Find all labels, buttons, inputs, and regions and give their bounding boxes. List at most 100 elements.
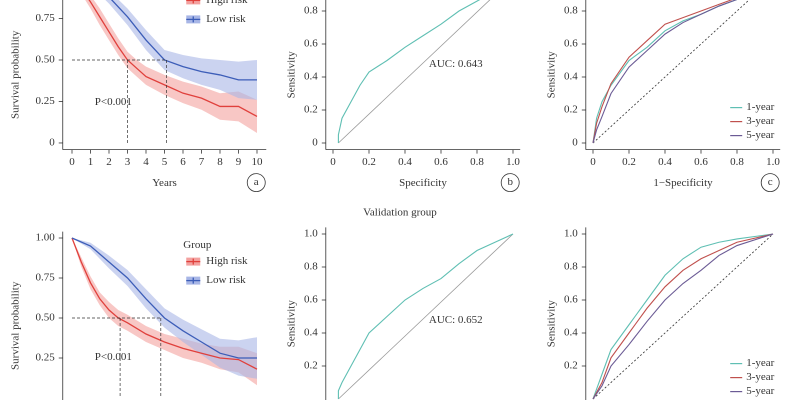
panel: 0 0.25 0.50 0.75 0 1 2 3 4 5 6 7 8 9 10 Years Survival p… [9, 0, 267, 193]
reference-diagonal [338, 233, 514, 400]
x-tick-label: 0 [69, 156, 75, 168]
y-tick-label: 0.6 [564, 294, 578, 306]
x-tick-label: 5 [162, 156, 168, 168]
legend-label: 1-year [746, 357, 774, 369]
x-tick-label: 0.2 [622, 156, 636, 168]
y-axis-label: Sensitivity [545, 300, 557, 348]
y-tick-label: 0.2 [564, 104, 578, 116]
legend-label: 1-year [746, 101, 774, 113]
x-tick-label: 9 [236, 156, 242, 168]
x-tick-label: 1 [88, 156, 94, 168]
x-axis-label: Years [152, 177, 177, 189]
y-tick-label: 0.2 [564, 360, 578, 372]
y-tick-label: 0.6 [304, 38, 318, 50]
legend-label: High risk [206, 0, 248, 6]
y-tick-label: 0.8 [564, 5, 578, 17]
x-axis-label: Specificity [399, 177, 447, 189]
x-axis-label: 1−Specificity [653, 177, 713, 189]
survival-curve [71, 237, 258, 370]
x-tick-label: 3 [125, 156, 131, 168]
y-axis-label: Sensitivity [285, 300, 297, 348]
x-tick-label: 8 [217, 156, 223, 168]
x-tick-label: 0 [330, 156, 336, 168]
y-tick-label: 0.6 [564, 38, 578, 50]
x-tick-label: 0 [590, 156, 596, 168]
roc-curve [337, 233, 514, 399]
y-tick-label: 0.2 [304, 360, 318, 372]
y-tick-label: 0 [312, 137, 318, 149]
panel-label-circle [246, 173, 266, 193]
legend-label: High risk [206, 255, 248, 267]
panel-label: a [254, 176, 259, 188]
y-tick-label: 0.25 [36, 352, 56, 364]
y-tick-label: 0.50 [36, 54, 56, 66]
panel-label: c [768, 176, 773, 188]
legend-label: 5-year [746, 385, 774, 397]
x-tick-label: 0.8 [470, 156, 484, 168]
panel: 0 0.2 0.4 0.6 0.8 0 0.2 0.4 0.6 0.8 1.0 1−Specifici… [545, 0, 780, 193]
x-tick-label: 6 [180, 156, 186, 168]
y-tick-label: 0.75 [36, 272, 56, 284]
p-value: P<0.001 [95, 351, 132, 363]
y-tick-label: 0.50 [36, 312, 56, 324]
legend-title: Group [183, 239, 212, 251]
y-tick-label: 1.0 [304, 228, 318, 240]
panel-label-circle [760, 173, 780, 193]
y-tick-label: 0.4 [304, 327, 318, 339]
roc-curve [592, 233, 774, 400]
y-tick-label: 0.4 [304, 71, 318, 83]
legend-label: 3-year [746, 115, 774, 127]
roc-curve [592, 0, 733, 144]
legend-label: Low risk [206, 274, 246, 286]
x-tick-label: 1.0 [506, 156, 520, 168]
y-tick-label: 0.8 [304, 5, 318, 17]
panel: 0.2 0.4 0.6 0.8 1.0 Sensitivity 1-year 3-year 5-… [545, 227, 775, 400]
y-tick-label: 0.4 [564, 71, 578, 83]
auc-label: AUC: 0.652 [429, 314, 483, 326]
legend-label: 3-year [746, 371, 774, 383]
y-tick-label: 1.00 [36, 232, 56, 244]
panel: 0.2 0.4 0.6 0.8 1.0 Sensitivity AUC: 0.652 [285, 227, 514, 400]
y-tick-label: 0.8 [564, 261, 578, 273]
panel-label: b [507, 176, 513, 188]
y-axis-label: Sensitivity [545, 51, 557, 99]
roc-curve [592, 233, 774, 400]
x-tick-label: 0.4 [398, 156, 412, 168]
y-tick-label: 0 [49, 136, 55, 148]
y-tick-label: 1.0 [564, 228, 578, 240]
reference-diagonal [592, 0, 750, 144]
auc-label: AUC: 0.643 [429, 58, 483, 70]
p-value: P<0.001 [95, 96, 132, 108]
roc-curve [592, 233, 774, 400]
reference-diagonal [592, 233, 774, 400]
y-axis-label: Sensitivity [285, 51, 297, 99]
y-axis-label: Survival probability [9, 30, 21, 119]
x-tick-label: 0.2 [362, 156, 376, 168]
reference-diagonal [338, 0, 491, 144]
confidence-band [85, 0, 257, 134]
section-title: Validation group [363, 207, 437, 219]
y-tick-label: 0.6 [304, 294, 318, 306]
x-tick-label: 7 [199, 156, 205, 168]
x-tick-label: 4 [143, 156, 149, 168]
y-tick-label: 0 [572, 137, 578, 149]
x-tick-label: 2 [106, 156, 112, 168]
x-tick-label: 0.4 [658, 156, 672, 168]
roc-curve [592, 0, 738, 144]
y-tick-label: 0.2 [304, 104, 318, 116]
x-tick-label: 0.6 [434, 156, 448, 168]
survival-curve [71, 237, 257, 359]
y-tick-label: 0.8 [304, 261, 318, 273]
x-tick-label: 10 [252, 156, 264, 168]
survival-curve [88, 0, 258, 117]
panel: 0 0.2 0.4 0.6 0.8 0 0.2 0.4 0.6 0.8 1.0 Specificity… [285, 0, 520, 193]
x-tick-label: 0.8 [730, 156, 744, 168]
y-tick-label: 0.25 [36, 95, 56, 107]
x-tick-label: 0.6 [694, 156, 708, 168]
y-tick-label: 0.75 [36, 12, 56, 24]
y-axis-label: Survival probability [9, 281, 21, 370]
panel-label-circle [500, 173, 520, 193]
x-tick-label: 1.0 [766, 156, 780, 168]
